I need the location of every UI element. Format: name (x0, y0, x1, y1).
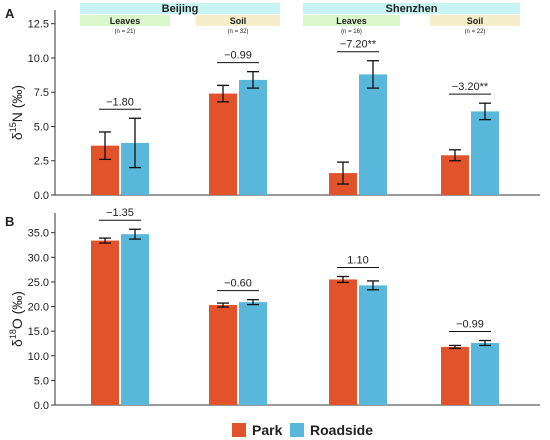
city-label: Shenzhen (386, 3, 438, 15)
y-tick-label: 10.0 (28, 351, 49, 363)
y-tick-label: 5.0 (34, 121, 49, 133)
y-tick-label: 25.0 (28, 277, 49, 289)
bar-park (91, 240, 119, 405)
group-strip (80, 15, 170, 26)
legend-label-roadside: Roadside (310, 422, 373, 438)
bar-roadside (239, 79, 267, 195)
comparison-label: −0.60 (224, 278, 252, 290)
group-strip (196, 15, 280, 26)
y-tick-label: 30.0 (28, 252, 49, 264)
comparison-label: −1.35 (106, 207, 134, 219)
y-axis-title: δ18O (‰) (8, 291, 25, 347)
bar-park (441, 346, 469, 405)
group-strip (303, 15, 400, 26)
group-n-label: (n = 21) (115, 29, 136, 35)
city-strip (80, 3, 280, 14)
group-label: Leaves (110, 16, 141, 26)
bar-park (209, 305, 237, 405)
legend-swatch-roadside (290, 423, 304, 437)
y-tick-label: 35.0 (28, 228, 49, 240)
bar-roadside (359, 74, 387, 195)
bar-roadside (359, 285, 387, 405)
panel-label: A (5, 6, 15, 21)
bar-park (209, 93, 237, 195)
city-label: Beijing (162, 3, 199, 15)
comparison-label: −0.99 (456, 319, 484, 331)
y-tick-label: 0.0 (34, 400, 49, 412)
bar-roadside (121, 234, 149, 405)
comparison-label: 1.10 (347, 255, 368, 267)
comparison-label: −7.20** (340, 39, 377, 51)
legend-label-park: Park (252, 422, 283, 438)
y-tick-label: 0.0 (34, 190, 49, 202)
y-tick-label: 10.0 (28, 53, 49, 65)
group-label: Soil (467, 16, 484, 26)
group-label: Soil (230, 16, 247, 26)
y-tick-label: 15.0 (28, 326, 49, 338)
group-n-label: (n = 32) (228, 29, 249, 35)
y-tick-label: 5.0 (34, 375, 49, 387)
group-headers: Beijing Shenzhen Leaves (n = 21) Soil (n = 32… (80, 3, 520, 35)
y-tick-label: 7.5 (34, 87, 49, 99)
city-strip (303, 3, 520, 14)
bar-park (441, 155, 469, 195)
group-n-label: (n = 16) (341, 29, 362, 35)
group-n-label: (n = 22) (465, 29, 486, 35)
legend: Park Roadside (232, 422, 373, 438)
bar-park (329, 279, 357, 405)
comparison-label: −3.20** (452, 81, 489, 93)
legend-swatch-park (232, 423, 246, 437)
y-tick-label: 20.0 (28, 302, 49, 314)
group-strip (430, 15, 520, 26)
y-axis-title: δ15N (‰) (8, 85, 25, 140)
comparison-label: −0.99 (224, 50, 252, 62)
y-tick-label: 12.5 (28, 19, 49, 31)
bar-roadside (471, 111, 499, 195)
comparison-label: −1.80 (106, 96, 134, 108)
group-label: Leaves (336, 16, 367, 26)
bar-roadside (471, 342, 499, 405)
y-tick-label: 2.5 (34, 156, 49, 168)
bar-roadside (239, 302, 267, 405)
panel-label: B (5, 214, 14, 229)
